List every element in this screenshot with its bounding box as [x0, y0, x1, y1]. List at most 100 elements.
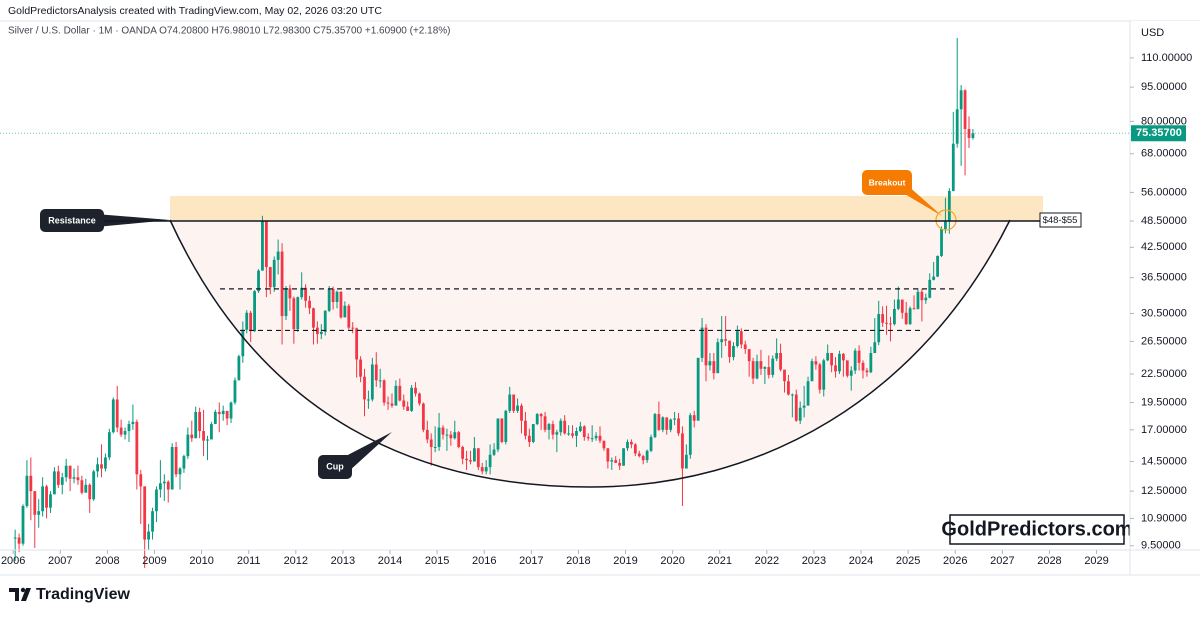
- x-tick-label: 2026: [943, 555, 967, 567]
- candle-body: [233, 380, 237, 403]
- candle-body: [315, 327, 319, 335]
- candle-body: [767, 367, 771, 375]
- candle-body: [469, 460, 472, 462]
- candle-body: [673, 418, 676, 420]
- candle-body: [814, 361, 818, 365]
- candle-body: [912, 308, 916, 310]
- y-tick-label: 48.50000: [1141, 215, 1187, 227]
- candle-body: [398, 385, 402, 401]
- candle-body: [857, 350, 861, 363]
- candle-body: [712, 361, 716, 374]
- candle-body: [359, 359, 362, 377]
- candle-body: [480, 467, 484, 472]
- candle-body: [296, 297, 300, 330]
- candle-body: [520, 405, 523, 421]
- candle-body: [508, 394, 512, 411]
- candle-body: [951, 143, 955, 191]
- candle-body: [363, 376, 366, 400]
- x-tick-label: 2012: [284, 555, 308, 567]
- x-tick-label: 2024: [849, 555, 873, 567]
- candle-body: [559, 420, 563, 433]
- candle-body: [111, 399, 115, 433]
- candle-body: [893, 308, 896, 325]
- candle-body: [751, 361, 755, 379]
- candle-body: [386, 402, 390, 404]
- candle-body: [947, 190, 951, 221]
- x-tick-label: 2027: [990, 555, 1014, 567]
- candle-body: [936, 255, 939, 277]
- x-tick-label: 2022: [755, 555, 779, 567]
- candle-body: [637, 453, 641, 457]
- candle-body: [17, 537, 21, 544]
- x-tick-label: 2028: [1037, 555, 1061, 567]
- x-tick-label: 2010: [189, 555, 213, 567]
- candle-body: [822, 360, 826, 390]
- candle-body: [728, 340, 731, 358]
- candle-body: [806, 381, 810, 406]
- candle-body: [704, 327, 708, 366]
- y-tick-label: 12.50000: [1141, 485, 1187, 497]
- breakout-label: Breakout: [869, 177, 906, 187]
- candle-body: [551, 424, 555, 435]
- candle-body: [147, 531, 151, 540]
- candle-body: [732, 345, 735, 358]
- candle-body: [53, 471, 56, 495]
- candle-body: [720, 339, 724, 343]
- label-box: [318, 455, 352, 479]
- candle-body: [190, 434, 194, 439]
- candle-body: [818, 364, 822, 390]
- candle-body: [586, 437, 590, 439]
- candle-body: [653, 414, 657, 438]
- candle-body: [696, 357, 700, 421]
- candle-body: [449, 434, 453, 439]
- candle-body: [445, 434, 449, 436]
- candle-body: [971, 133, 975, 138]
- watermark-box: [949, 514, 1125, 545]
- candle-body: [575, 431, 578, 436]
- candle-body: [677, 418, 680, 434]
- candle-body: [928, 279, 932, 298]
- candle-body: [944, 220, 947, 229]
- candle-body: [602, 440, 606, 449]
- candle-body: [323, 310, 327, 332]
- candle-body: [174, 446, 178, 475]
- candle-body: [630, 441, 633, 445]
- candle-body: [453, 432, 457, 439]
- candle-body: [555, 432, 559, 435]
- candle-body: [563, 420, 567, 434]
- cup-label: Cup: [326, 461, 344, 471]
- x-tick-label: 2021: [707, 555, 731, 567]
- candle-body: [955, 109, 959, 144]
- candle-body: [210, 424, 213, 440]
- y-tick-label: 42.50000: [1141, 241, 1187, 253]
- candle-body: [339, 291, 343, 318]
- candle-body: [280, 251, 284, 317]
- candle-body: [681, 433, 684, 469]
- candle-body: [312, 308, 315, 328]
- candle-body: [131, 421, 135, 425]
- candle-body: [539, 414, 543, 417]
- candle-body: [684, 454, 688, 469]
- x-tick-label: 2009: [142, 555, 166, 567]
- candle-body: [96, 464, 99, 472]
- candle-body: [288, 288, 292, 299]
- zone-label: $48-$55: [1043, 215, 1078, 226]
- candle-body: [665, 417, 669, 430]
- candle-body: [237, 356, 241, 381]
- candle-body: [783, 369, 786, 382]
- candle-body: [29, 475, 33, 492]
- candle-body: [268, 267, 272, 288]
- annotations: Resistance Cup Breakout $48-$55 GoldPred…: [40, 170, 1133, 545]
- candle-body: [100, 464, 103, 469]
- brand: TradingView: [36, 586, 131, 603]
- candle-body: [787, 381, 790, 395]
- candle-body: [747, 349, 751, 362]
- candle-body: [590, 438, 594, 440]
- candle-body: [524, 420, 527, 436]
- x-tick-label: 2013: [331, 555, 355, 567]
- candle-body: [300, 287, 304, 298]
- label-box: [40, 209, 104, 232]
- candle-body: [873, 342, 877, 354]
- x-tick-label: 2018: [566, 555, 590, 567]
